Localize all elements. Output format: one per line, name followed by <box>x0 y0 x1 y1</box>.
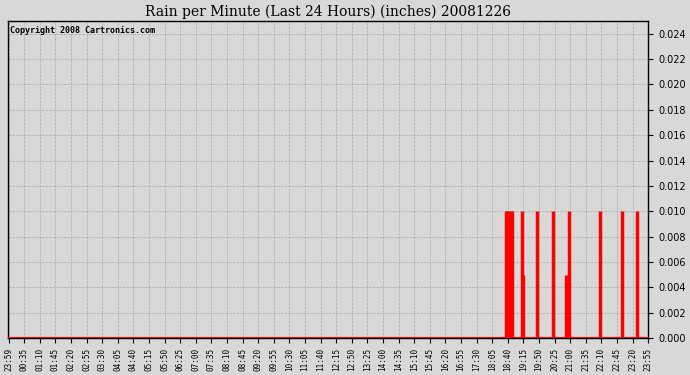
Text: Copyright 2008 Cartronics.com: Copyright 2008 Cartronics.com <box>10 26 155 35</box>
Title: Rain per Minute (Last 24 Hours) (inches) 20081226: Rain per Minute (Last 24 Hours) (inches)… <box>146 4 511 18</box>
